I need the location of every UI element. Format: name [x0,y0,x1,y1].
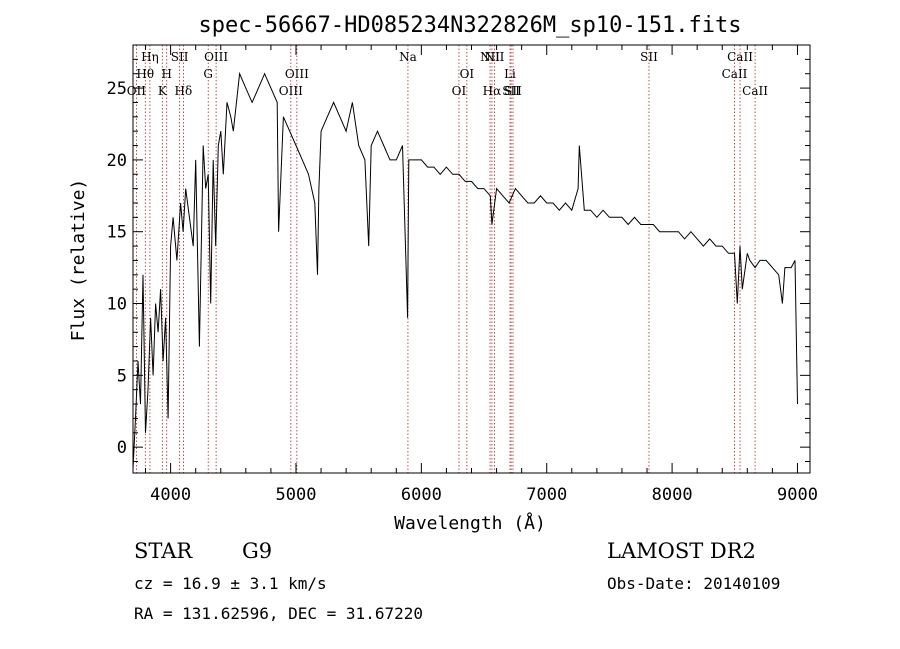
line-marker-label-6: Hδ [175,84,193,98]
x-tick-label-1: 5000 [276,485,317,505]
y-axis-label: Flux (relative) [68,179,89,342]
line-marker-label-13: OI [460,67,475,81]
line-marker-label-5: SII [171,50,189,64]
object-subclass: G9 [242,539,272,563]
line-marker-label-3: K [158,84,168,98]
y-tick-label-5: 25 [107,79,127,99]
object-class: STAR [134,539,193,563]
line-marker-label-19: SII [504,84,522,98]
line-marker-label-8: OIII [204,50,228,64]
x-tick-label-0: 4000 [150,485,191,505]
line-marker-label-22: CaII [727,50,753,64]
line-marker-label-17: Li [504,67,516,81]
survey-name: LAMOST DR2 [607,539,756,563]
y-tick-label-4: 20 [107,151,127,171]
line-marker-label-7: G [203,67,213,81]
x-tick-label-2: 6000 [401,485,442,505]
y-tick-label-1: 5 [117,366,127,386]
line-marker-label-10: OIII [285,67,309,81]
line-marker-label-21: CaII [722,67,748,81]
line-marker-label-23: CaII [742,84,768,98]
chart-title: spec-56667-HD085234N322826M_sp10-151.fit… [198,13,741,38]
coordinates-readout: RA = 131.62596, DEC = 31.67220 [134,604,423,623]
plot-frame [132,44,811,474]
x-axis-label: Wavelength (Å) [394,512,546,534]
x-tick-label-3: 7000 [526,485,567,505]
spectral-line-labels: OIIHθHηKHSIIHδGOIIIOIIIOIIINaOIOINIIHαNI… [127,50,769,98]
observation-date: Obs-Date: 20140109 [607,574,780,593]
y-tick-label-0: 0 [117,438,127,458]
line-marker-label-15: Hα [483,84,502,98]
line-marker-label-0: OII [127,84,147,98]
x-tick-label-4: 8000 [652,485,693,505]
redshift-readout: cz = 16.9 ± 3.1 km/s [134,574,327,593]
spectral-line-markers [135,45,756,473]
line-marker-label-20: SII [640,50,658,64]
line-marker-label-4: H [161,67,171,81]
line-marker-label-2: Hη [141,50,159,64]
y-tick-label-2: 10 [107,295,127,315]
line-marker-label-16: NII [484,50,504,64]
line-marker-label-14: NII [480,50,500,64]
axis-ticks: 4000 5000 6000 7000 8000 9000 0 5 10 15 20 25 [107,45,818,505]
y-tick-label-3: 15 [107,223,127,243]
line-marker-label-12: OI [452,84,467,98]
spectrum-series-line [132,71,798,469]
line-marker-label-11: Na [399,50,417,64]
line-marker-label-18: SII [502,84,520,98]
line-marker-label-9: OIII [279,84,303,98]
line-marker-label-1: Hθ [136,67,154,81]
x-tick-label-5: 9000 [777,485,818,505]
